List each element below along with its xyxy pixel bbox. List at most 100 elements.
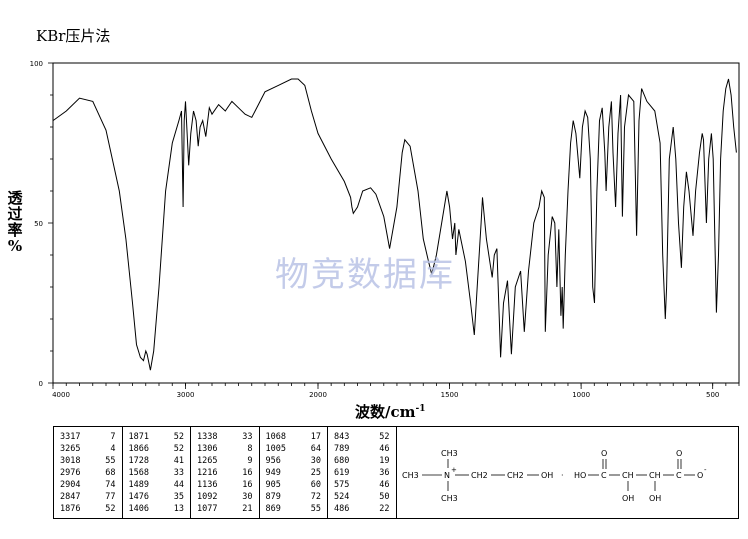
y-tick-label: 0 — [39, 380, 43, 388]
peak-transmittance: 19 — [379, 456, 390, 466]
peak-row: 1338 33 — [191, 431, 259, 443]
peak-wavenumber: 869 — [265, 504, 281, 514]
peak-wavenumber: 949 — [265, 468, 281, 478]
y-axis-label: 透 过 率 % — [4, 190, 26, 254]
struct-dot: · — [561, 471, 564, 480]
peak-row: 1306 8 — [191, 443, 259, 455]
peak-column: 1338 33 1306 8 1265 9 1216 16 1136 16 1092 30 1077 21 — [191, 427, 260, 518]
peak-transmittance: 16 — [242, 480, 253, 490]
peak-wavenumber: 2904 — [60, 480, 81, 490]
peak-column: 843 52 789 46 680 19 619 36 575 46 524 50 486 22 — [328, 427, 397, 518]
peak-wavenumber: 1136 — [197, 480, 218, 490]
peak-column: 1068 17 1005 64 956 30 949 25 905 60 879 72 869 55 — [260, 427, 328, 518]
chemical-structure: CH3 CH3 N + CH3 CH2 CH2 OH · HO C O CH — [397, 427, 739, 518]
peak-transmittance: 46 — [379, 444, 390, 454]
x-label-exponent: -1 — [415, 404, 426, 414]
y-tick-label: 50 — [34, 220, 43, 228]
peak-wavenumber: 1092 — [197, 492, 218, 502]
peak-wavenumber: 956 — [265, 456, 281, 466]
peak-wavenumber: 789 — [334, 444, 350, 454]
struct-ch3-left: CH3 — [402, 471, 419, 480]
peak-wavenumber: 1077 — [197, 504, 218, 514]
spectrum-line — [52, 78, 737, 371]
peak-transmittance: 68 — [105, 468, 116, 478]
peak-row: 3317 7 — [54, 431, 122, 443]
peak-transmittance: 74 — [105, 480, 116, 490]
struct-o-top2: O — [676, 449, 682, 458]
peak-wavenumber: 1568 — [128, 468, 149, 478]
peak-row: 575 46 — [328, 479, 396, 491]
peak-transmittance: 21 — [242, 504, 253, 514]
peak-row: 1489 44 — [123, 479, 191, 491]
peak-wavenumber: 1489 — [128, 480, 149, 490]
peak-wavenumber: 843 — [334, 432, 350, 442]
x-tick-label: 1000 — [572, 391, 590, 399]
peak-row: 619 36 — [328, 467, 396, 479]
peak-row: 2847 77 — [54, 491, 122, 503]
peak-transmittance: 17 — [310, 432, 321, 442]
x-axis-label: 波数/cm-1 — [355, 401, 425, 422]
peak-transmittance: 44 — [173, 480, 184, 490]
peak-wavenumber: 575 — [334, 480, 350, 490]
x-tick-label: 4000 — [52, 391, 70, 399]
peak-row: 2904 74 — [54, 479, 122, 491]
struct-c1: C — [601, 471, 607, 480]
peak-wavenumber: 1728 — [128, 456, 149, 466]
peak-wavenumber: 1265 — [197, 456, 218, 466]
peak-wavenumber: 3265 — [60, 444, 81, 454]
peak-transmittance: 9 — [247, 456, 253, 466]
struct-ch-1: CH — [622, 471, 634, 480]
peak-row: 869 55 — [260, 503, 328, 515]
struct-o-minus: O — [697, 471, 703, 480]
watermark: 物竞数据库 — [275, 255, 455, 295]
peak-transmittance: 46 — [379, 480, 390, 490]
peak-wavenumber: 1306 — [197, 444, 218, 454]
peak-transmittance: 30 — [242, 492, 253, 502]
peak-transmittance: 55 — [105, 456, 116, 466]
peak-row: 1728 41 — [123, 455, 191, 467]
x-tick-label: 500 — [706, 391, 719, 399]
struct-n: N — [444, 471, 450, 480]
struct-oh: OH — [541, 471, 553, 480]
peak-table: 3317 7 3265 4 3018 55 2976 68 2904 74 2847 77 1876 52… — [53, 426, 739, 519]
peak-transmittance: 30 — [310, 456, 321, 466]
peak-row: 1077 21 — [191, 503, 259, 515]
peak-wavenumber: 1866 — [128, 444, 149, 454]
axes: 4000 3000 2000 1500 1000 500 0 50 100 — [30, 60, 740, 399]
peak-transmittance: 72 — [310, 492, 321, 502]
peak-wavenumber: 680 — [334, 456, 350, 466]
peak-row: 1005 64 — [260, 443, 328, 455]
peak-transmittance: 13 — [173, 504, 184, 514]
peak-row: 1866 52 — [123, 443, 191, 455]
y-label-char: % — [7, 237, 23, 255]
x-tick-label: 2000 — [309, 391, 327, 399]
peak-row: 1568 33 — [123, 467, 191, 479]
peak-transmittance: 52 — [379, 432, 390, 442]
peak-row: 1068 17 — [260, 431, 328, 443]
peak-transmittance: 7 — [110, 432, 116, 442]
peak-row: 843 52 — [328, 431, 396, 443]
peak-transmittance: 33 — [173, 468, 184, 478]
y-label-char: 透 — [7, 189, 23, 207]
peak-transmittance: 25 — [310, 468, 321, 478]
peak-row: 1216 16 — [191, 467, 259, 479]
y-label-char: 过 — [7, 205, 23, 223]
x-label-text: 波数/cm — [355, 403, 416, 421]
peak-wavenumber: 619 — [334, 468, 350, 478]
peak-wavenumber: 3018 — [60, 456, 81, 466]
peak-row: 3265 4 — [54, 443, 122, 455]
peak-row: 1265 9 — [191, 455, 259, 467]
struct-oh-b1: OH — [622, 494, 634, 503]
peak-wavenumber: 905 — [265, 480, 281, 490]
peak-transmittance: 60 — [310, 480, 321, 490]
peak-row: 2976 68 — [54, 467, 122, 479]
peak-row: 905 60 — [260, 479, 328, 491]
peak-transmittance: 55 — [310, 504, 321, 514]
peak-wavenumber: 879 — [265, 492, 281, 502]
peak-wavenumber: 486 — [334, 504, 350, 514]
peak-wavenumber: 1406 — [128, 504, 149, 514]
peak-transmittance: 50 — [379, 492, 390, 502]
struct-c2: C — [676, 471, 682, 480]
peak-transmittance: 4 — [110, 444, 116, 454]
peak-wavenumber: 1876 — [60, 504, 81, 514]
